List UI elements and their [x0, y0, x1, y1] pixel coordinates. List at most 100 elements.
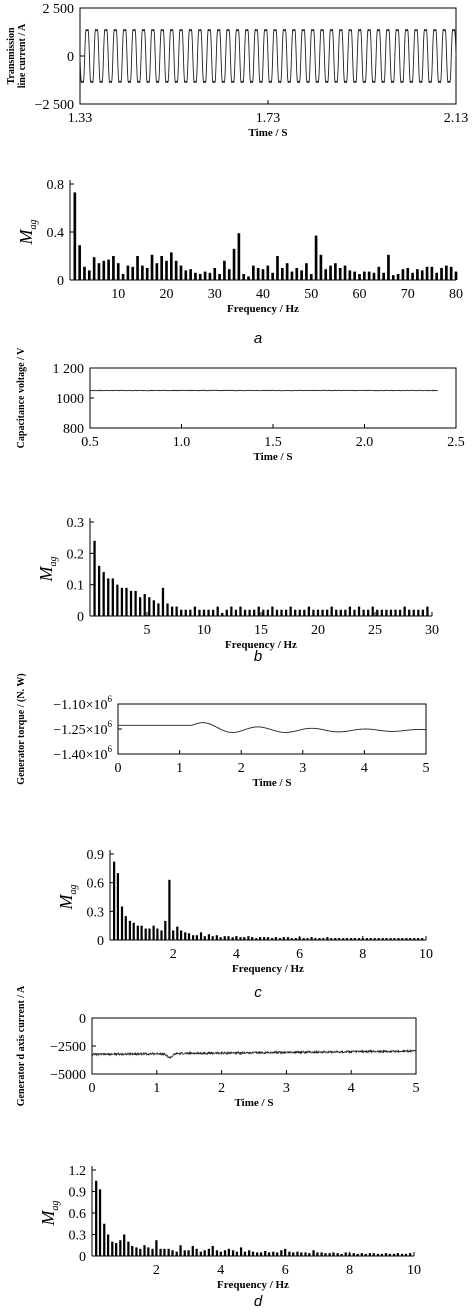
bar: [276, 1252, 279, 1256]
bar: [314, 938, 317, 940]
y-tick-label: 0: [79, 1250, 86, 1265]
x-tick-label: 10: [407, 1263, 421, 1278]
bar: [165, 260, 168, 280]
bar: [367, 609, 370, 616]
bar: [387, 254, 390, 280]
bar: [380, 1253, 383, 1256]
y-tick-label: 1.2: [69, 1164, 87, 1179]
bar: [357, 606, 361, 616]
bar: [120, 906, 124, 940]
bar: [189, 609, 192, 616]
x-tick-label: 3: [283, 1081, 290, 1096]
bar: [227, 936, 230, 940]
bar: [369, 938, 372, 940]
bar: [151, 1248, 154, 1256]
bar: [136, 256, 139, 280]
y-tick-label: −1.40×106: [53, 744, 112, 763]
bar: [168, 879, 171, 940]
x-axis-label: Frequency / Hz: [227, 303, 299, 315]
bar: [266, 609, 269, 616]
bar: [207, 1248, 211, 1256]
bar: [174, 260, 178, 280]
bar: [392, 1253, 396, 1256]
x-axis-label: Time / S: [235, 1097, 274, 1109]
bar: [357, 938, 361, 940]
bar: [169, 252, 173, 280]
bar: [353, 938, 357, 940]
bar: [203, 1250, 206, 1256]
bar: [211, 1245, 214, 1256]
bar: [280, 268, 284, 280]
bar: [406, 268, 410, 280]
bar: [298, 937, 301, 940]
bar: [157, 603, 160, 616]
bar: [170, 606, 174, 616]
bar: [300, 270, 303, 280]
bar: [295, 268, 299, 280]
bar: [286, 937, 290, 940]
y-tick-label: 0.1: [67, 579, 85, 594]
x-tick-label: 0: [115, 761, 122, 776]
bar: [396, 1253, 400, 1256]
bar: [227, 1248, 230, 1256]
y-axis-label-subscript: ag: [28, 220, 39, 230]
bar: [139, 1248, 142, 1256]
bar: [267, 1252, 271, 1256]
bar: [223, 260, 226, 280]
bar: [343, 265, 347, 280]
bar: [396, 274, 400, 280]
bar: [180, 609, 183, 616]
bar: [276, 256, 279, 280]
bar: [107, 578, 110, 616]
bar: [83, 266, 86, 280]
bar: [179, 930, 183, 940]
bar: [305, 263, 308, 280]
x-tick-label: 60: [353, 287, 367, 302]
bar: [208, 272, 212, 280]
x-tick-label: 1.0: [173, 435, 191, 450]
bar: [372, 1253, 375, 1256]
bar: [216, 606, 219, 616]
bar: [253, 609, 256, 616]
bar: [321, 609, 324, 616]
y-axis-label-line: line current / A: [17, 23, 28, 88]
bar: [408, 609, 411, 616]
bar: [412, 609, 415, 616]
bar: [184, 932, 187, 940]
bar: [330, 938, 333, 940]
bar: [361, 938, 364, 940]
bar: [184, 270, 188, 280]
bar: [106, 1234, 110, 1256]
bar: [87, 270, 91, 280]
bar: [362, 609, 365, 616]
bar: [102, 572, 105, 616]
plot-frame: [117, 703, 427, 755]
y-tick-label: 0: [67, 50, 74, 65]
bar: [430, 266, 434, 280]
x-tick-label: 30: [208, 287, 222, 302]
y-tick-label: 0.6: [69, 1207, 87, 1222]
bar: [202, 609, 206, 616]
x-tick-label: 2: [238, 761, 245, 776]
x-tick-label: 3: [299, 761, 306, 776]
bar: [298, 609, 301, 616]
bar: [192, 935, 195, 940]
bar: [353, 271, 357, 280]
bar: [285, 263, 289, 280]
bar: [294, 938, 297, 940]
y-axis-label: Capacitance voltage / V: [16, 347, 27, 448]
bar: [411, 272, 414, 280]
bar: [262, 609, 265, 616]
bar: [312, 1250, 315, 1256]
bar: [318, 938, 321, 940]
bar: [213, 268, 217, 280]
bar: [160, 930, 163, 940]
bar: [306, 938, 309, 940]
bar: [150, 254, 154, 280]
bar: [129, 590, 133, 616]
bar: [247, 936, 250, 940]
bar: [112, 256, 115, 280]
bar: [163, 1248, 166, 1256]
y-tick-label: 0: [77, 610, 84, 625]
